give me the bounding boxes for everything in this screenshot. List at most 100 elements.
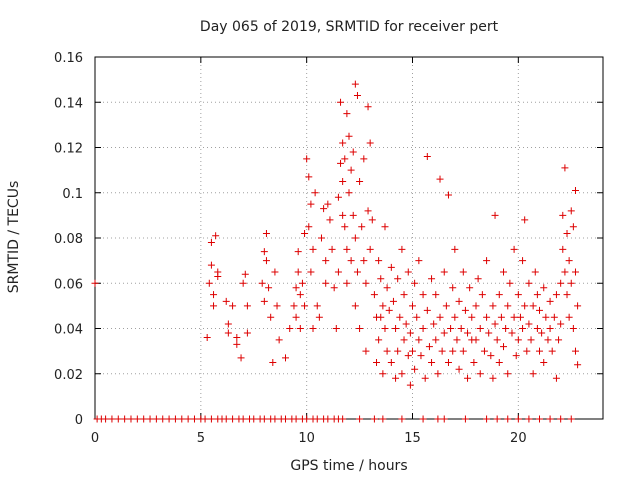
- data-point: [159, 415, 167, 423]
- data-point: [459, 268, 467, 276]
- data-point: [529, 302, 537, 310]
- data-point: [519, 325, 527, 332]
- data-point: [341, 155, 349, 163]
- data-point: [377, 275, 385, 283]
- data-point: [362, 279, 370, 287]
- data-points: [91, 80, 582, 423]
- data-point: [345, 189, 353, 197]
- data-point: [224, 329, 232, 337]
- data-point: [457, 325, 465, 332]
- data-point: [440, 268, 448, 276]
- x-tick-label: 20: [510, 431, 527, 446]
- data-point: [237, 354, 245, 362]
- data-point: [493, 336, 501, 344]
- data-point: [565, 313, 573, 321]
- data-point: [428, 358, 436, 366]
- data-point: [567, 415, 575, 423]
- data-point: [320, 205, 328, 213]
- data-point: [313, 302, 321, 310]
- data-point: [415, 257, 423, 265]
- data-point: [571, 268, 579, 276]
- data-point: [339, 415, 347, 423]
- grid: [95, 57, 603, 419]
- data-point: [389, 297, 397, 305]
- data-point: [514, 291, 522, 299]
- data-point: [184, 415, 192, 423]
- data-point: [339, 177, 347, 185]
- data-point: [190, 415, 198, 423]
- data-point: [222, 415, 230, 423]
- y-tick-label: 0.16: [54, 51, 83, 66]
- data-point: [451, 313, 459, 321]
- data-point: [271, 415, 279, 423]
- data-point: [559, 211, 567, 219]
- data-point: [337, 159, 345, 167]
- data-point: [347, 257, 355, 265]
- data-point: [313, 415, 321, 423]
- data-point: [328, 245, 336, 253]
- data-point: [542, 313, 550, 321]
- data-point: [546, 297, 554, 305]
- x-tick-label: 15: [404, 431, 421, 446]
- data-point: [381, 325, 389, 332]
- data-point: [529, 370, 537, 378]
- data-point: [260, 415, 268, 423]
- data-point: [571, 347, 579, 355]
- data-point: [489, 302, 497, 310]
- data-point: [309, 325, 317, 332]
- data-point: [419, 415, 427, 423]
- data-point: [364, 207, 372, 215]
- data-point: [409, 302, 416, 310]
- data-point: [504, 415, 512, 423]
- data-point: [451, 245, 459, 253]
- data-point: [332, 325, 340, 332]
- data-point: [203, 334, 211, 342]
- data-point: [398, 370, 406, 378]
- data-point: [423, 153, 431, 161]
- data-point: [260, 248, 268, 256]
- data-point: [478, 291, 486, 299]
- data-point: [489, 374, 497, 382]
- data-point: [375, 257, 383, 265]
- data-point: [436, 175, 444, 183]
- data-point: [461, 415, 469, 423]
- data-point: [533, 325, 541, 332]
- data-point: [536, 347, 543, 355]
- data-point: [262, 257, 270, 265]
- data-point: [459, 347, 467, 355]
- data-point: [322, 257, 330, 265]
- data-point: [557, 415, 565, 423]
- data-point: [493, 415, 501, 423]
- data-point: [239, 415, 247, 423]
- data-point: [400, 336, 408, 344]
- data-point: [222, 297, 230, 305]
- data-point: [432, 291, 440, 299]
- data-point: [383, 347, 391, 355]
- data-point: [536, 415, 543, 423]
- data-point: [464, 374, 472, 382]
- data-point: [525, 415, 533, 423]
- data-point: [334, 193, 342, 201]
- data-point: [559, 245, 567, 253]
- data-point: [548, 347, 556, 355]
- data-point: [292, 313, 300, 321]
- data-point: [178, 415, 186, 423]
- data-point: [273, 302, 281, 310]
- data-point: [472, 302, 480, 310]
- data-point: [385, 306, 393, 314]
- data-point: [351, 234, 359, 242]
- data-point: [307, 200, 315, 208]
- data-point: [483, 257, 491, 265]
- data-point: [476, 370, 484, 378]
- data-point: [495, 358, 503, 366]
- data-point: [210, 302, 218, 310]
- data-point: [305, 173, 313, 181]
- data-point: [394, 275, 402, 283]
- y-tick-label: 0: [75, 413, 83, 428]
- data-point: [290, 302, 298, 310]
- data-point: [495, 291, 503, 299]
- data-point: [360, 257, 368, 265]
- data-point: [567, 279, 575, 287]
- data-point: [419, 325, 427, 332]
